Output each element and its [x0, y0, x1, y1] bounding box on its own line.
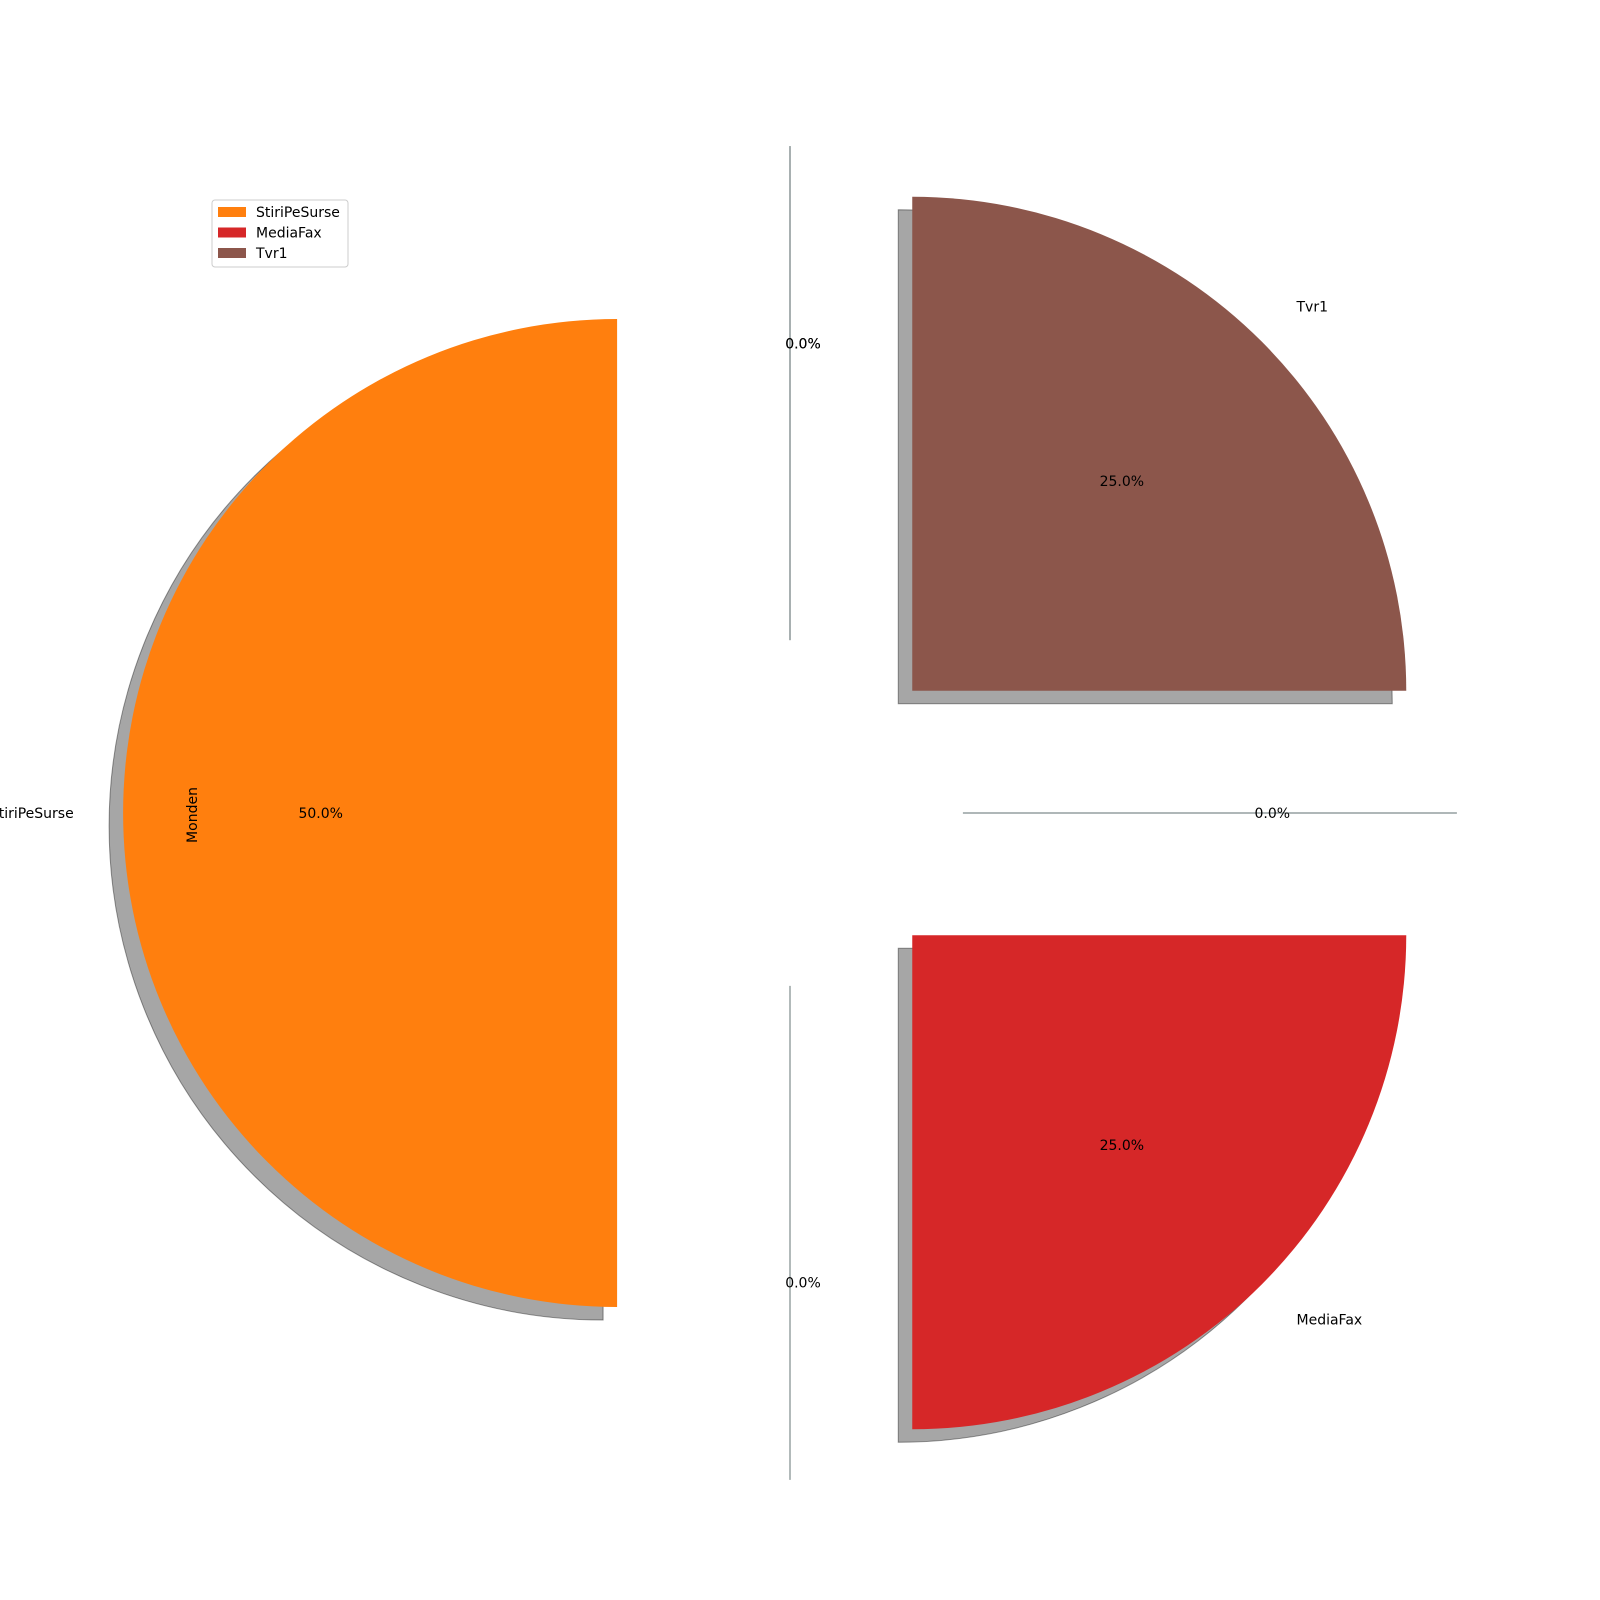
legend: StiriPeSurse MediaFax Tvr1 [211, 199, 349, 268]
pie-wedges [123, 196, 1407, 1430]
zero-slice-pct-label: 0.0% [1255, 806, 1291, 822]
slice-name-label: StiriPeSurse [0, 806, 74, 822]
legend-label: MediaFax [256, 226, 322, 242]
legend-label: Tvr1 [255, 246, 288, 262]
slice-name-label: MediaFax [1297, 1313, 1363, 1329]
legend-label: StiriPeSurse [256, 205, 340, 221]
pie-slice-stiripesurse [123, 319, 618, 1307]
pie-labels: 0.0% 50.0% StiriPeSurse 0.0% 25.0% MediaFax 0.… [0, 299, 1362, 1328]
zero-slice-pct-label: 0.0% [785, 1275, 821, 1291]
legend-swatch [218, 227, 246, 238]
pie-slice-tvr1 [912, 196, 1407, 691]
legend-swatch [218, 207, 246, 217]
zero-slice-pct-label: 0.0% [785, 337, 821, 353]
slice-pct-label: 25.0% [1100, 1138, 1144, 1154]
zero-slice-lines [789, 146, 1457, 1480]
slice-pct-label: 25.0% [1100, 474, 1144, 490]
zero-slice-pct-label: 0.0% [785, 337, 821, 353]
y-axis-label: Monden [185, 787, 201, 843]
pie-slice-mediafax [912, 935, 1407, 1430]
legend-swatch [218, 248, 246, 258]
slice-pct-label: 50.0% [298, 806, 342, 822]
slice-name-label: Tvr1 [1296, 299, 1329, 315]
